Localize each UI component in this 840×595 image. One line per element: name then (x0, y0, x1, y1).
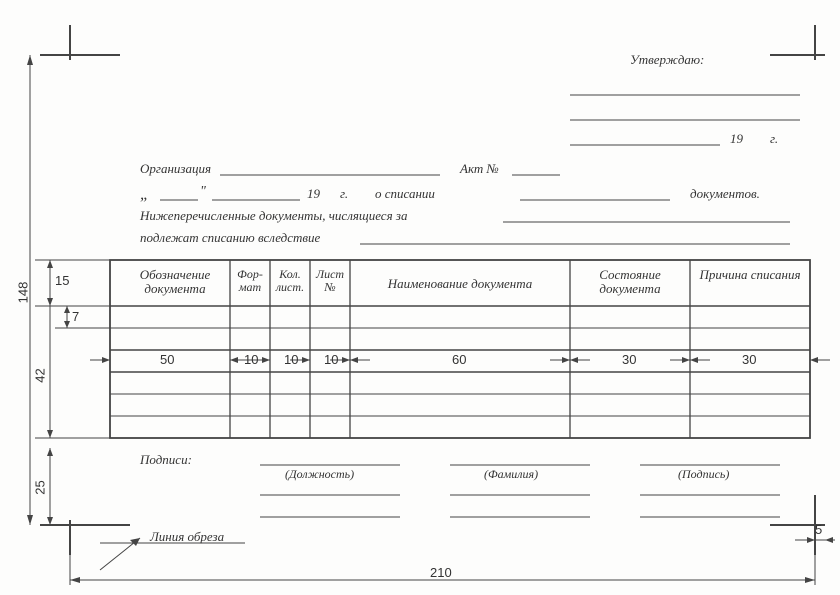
dim-7: 7 (72, 309, 79, 324)
dim-w3: 10 (284, 352, 298, 367)
approval-title: Утверждаю: (630, 52, 704, 68)
signatures-label: Подписи: (140, 452, 192, 468)
dim-15: 15 (55, 273, 69, 288)
dim-25: 25 (33, 480, 48, 494)
th-col7: Причина списания (698, 268, 802, 282)
sig-surname: (Фамилия) (484, 467, 538, 482)
dim-w5: 60 (452, 352, 466, 367)
header-line2: Нижеперечисленные документы, числящиеся … (140, 208, 407, 224)
hdr-year-prefix: 19 (307, 186, 320, 202)
approval-year-g: г. (770, 131, 778, 147)
quote-open: „ (140, 186, 149, 204)
quote-close: " (200, 184, 206, 200)
sig-sign: (Подпись) (678, 467, 729, 482)
documents-word: документов. (690, 186, 760, 202)
hdr-year-g: г. (340, 186, 348, 202)
th-col4: Лист № (312, 268, 348, 294)
dim-w2: 10 (244, 352, 258, 367)
o-spisanii: о списании (375, 186, 435, 202)
dim-w1: 50 (160, 352, 174, 367)
dim-148: 148 (15, 282, 30, 304)
dim-210: 210 (430, 565, 452, 580)
dim-w4: 10 (324, 352, 338, 367)
act-label: Акт № (460, 161, 499, 177)
th-col3: Кол. лист. (272, 268, 308, 294)
cutline-label: Линия обреза (150, 529, 224, 545)
sig-position: (Должность) (285, 467, 354, 482)
th-col5: Наименование документа (360, 276, 560, 292)
th-col2: Фор-мат (232, 268, 268, 294)
diagram-lines (0, 0, 840, 595)
th-col6: Состояние документа (578, 268, 682, 296)
approval-year-prefix: 19 (730, 131, 743, 147)
th-col1: Обозначение документа (125, 268, 225, 296)
dim-42: 42 (33, 368, 48, 382)
org-label: Организация (140, 161, 211, 177)
header-line3: подлежат списанию вследствие (140, 230, 320, 246)
dim-w6: 30 (622, 352, 636, 367)
dim-5: 5 (815, 522, 822, 537)
dim-w7: 30 (742, 352, 756, 367)
